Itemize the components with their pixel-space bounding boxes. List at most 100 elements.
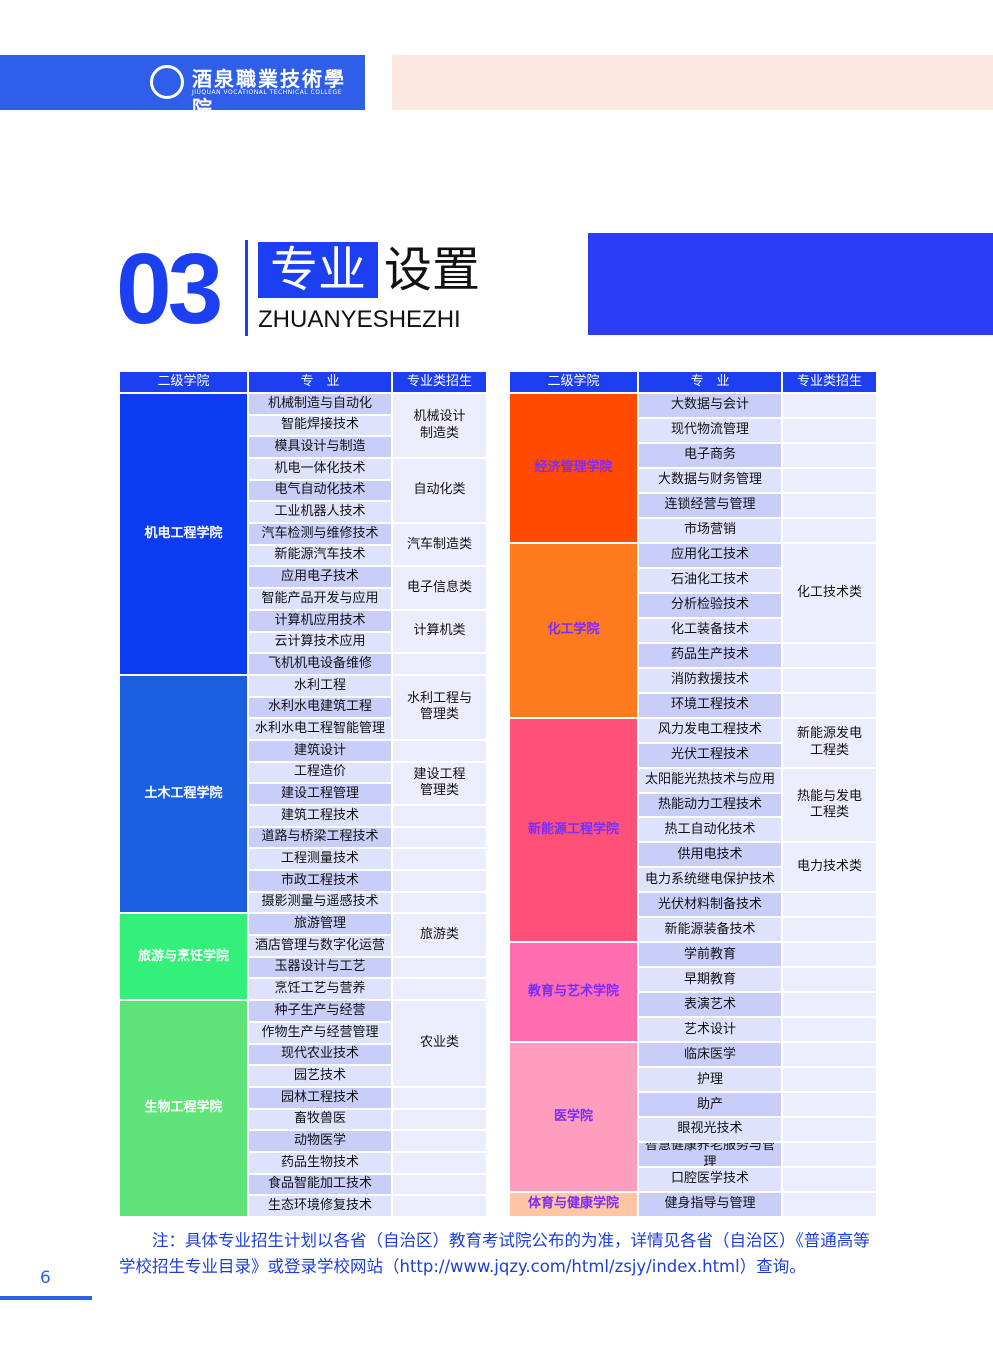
college-cell: 机电工程学院 xyxy=(119,393,248,675)
category-cell xyxy=(392,1108,487,1131)
category-cell xyxy=(392,739,487,762)
college-cell: 化工学院 xyxy=(509,542,638,718)
major-cell: 建筑工程技术 xyxy=(248,805,392,827)
major-cell: 计算机应用技术 xyxy=(248,609,392,632)
category-cell: 水利工程与 管理类 xyxy=(392,674,487,740)
category-cell xyxy=(782,642,877,668)
category-cell xyxy=(782,492,877,518)
major-cell: 酒店管理与数字化运营 xyxy=(248,935,392,957)
category-cell: 机械设计 制造类 xyxy=(392,393,487,459)
major-cell: 大数据与会计 xyxy=(638,393,782,418)
major-cell: 新能源汽车技术 xyxy=(248,544,392,567)
section-subtitle: ZHUANYESHEZHI xyxy=(258,306,461,333)
major-cell: 生态环境修复技术 xyxy=(248,1195,392,1217)
category-cell xyxy=(782,1067,877,1093)
major-cell: 畜牧兽医 xyxy=(248,1108,392,1131)
major-cell: 太阳能光热技术与应用 xyxy=(638,767,782,793)
category-cell xyxy=(392,1151,487,1174)
major-cell: 新能源装备技术 xyxy=(638,917,782,943)
major-cell: 化工装备技术 xyxy=(638,617,782,643)
category-cell xyxy=(782,942,877,968)
category-cell xyxy=(392,1173,487,1196)
table-header: 专 业 xyxy=(248,371,392,393)
major-cell: 电气自动化技术 xyxy=(248,479,392,502)
page-number: 6 xyxy=(40,1268,51,1288)
major-cell: 工程测量技术 xyxy=(248,848,392,871)
category-cell xyxy=(782,992,877,1018)
college-cell: 体育与健康学院 xyxy=(509,1192,638,1217)
major-cell: 助产 xyxy=(638,1092,782,1118)
category-cell: 建设工程 管理类 xyxy=(392,761,487,805)
category-cell xyxy=(782,667,877,693)
decor-block xyxy=(588,233,993,335)
major-cell: 表演艺术 xyxy=(638,992,782,1018)
major-cell: 光伏材料制备技术 xyxy=(638,892,782,918)
category-cell xyxy=(782,1117,877,1143)
major-cell: 水利工程 xyxy=(248,674,392,697)
major-cell: 烹饪工艺与营养 xyxy=(248,978,392,1001)
category-cell xyxy=(782,1167,877,1193)
category-cell xyxy=(782,467,877,493)
major-cell: 口腔医学技术 xyxy=(638,1167,782,1193)
major-cell: 水利水电建筑工程 xyxy=(248,696,392,719)
major-cell: 药品生物技术 xyxy=(248,1151,392,1174)
major-cell: 作物生产与经营管理 xyxy=(248,1021,392,1044)
major-cell: 种子生产与经营 xyxy=(248,1000,392,1022)
major-cell: 旅游管理 xyxy=(248,913,392,936)
major-cell: 摄影测量与遥感技术 xyxy=(248,891,392,914)
major-cell: 艺术设计 xyxy=(638,1017,782,1043)
major-cell: 工程造价 xyxy=(248,761,392,784)
category-cell xyxy=(782,393,877,418)
table-header: 二级学院 xyxy=(119,371,248,393)
section-number: 03 xyxy=(116,233,223,345)
category-cell xyxy=(392,870,487,892)
major-cell: 园林工程技术 xyxy=(248,1086,392,1109)
table-header: 专 业 xyxy=(638,371,782,393)
major-cell: 大数据与财务管理 xyxy=(638,467,782,493)
logo xyxy=(150,65,184,99)
major-cell: 分析检验技术 xyxy=(638,592,782,618)
note: 注：具体专业招生计划以各省（自治区）教育考试院公布的为准，详情见各省（自治区）《… xyxy=(119,1231,870,1276)
category-cell xyxy=(782,917,877,943)
category-cell: 新能源发电 工程类 xyxy=(782,717,877,768)
category-cell: 电子信息类 xyxy=(392,566,487,610)
category-cell xyxy=(392,1086,487,1109)
major-cell: 汽车检测与维修技术 xyxy=(248,523,392,545)
major-cell: 市场营销 xyxy=(638,517,782,543)
major-cell: 智慧健康养老服务与管理 xyxy=(638,1142,782,1168)
college-cell: 教育与艺术学院 xyxy=(509,942,638,1043)
category-cell xyxy=(782,442,877,468)
major-cell: 药品生产技术 xyxy=(638,642,782,668)
category-cell xyxy=(392,848,487,871)
major-cell: 护理 xyxy=(638,1067,782,1093)
college-cell: 新能源工程学院 xyxy=(509,717,638,943)
category-cell xyxy=(782,1192,877,1217)
major-cell: 连锁经营与管理 xyxy=(638,492,782,518)
major-cell: 光伏工程技术 xyxy=(638,742,782,768)
category-cell xyxy=(782,892,877,918)
major-cell: 现代农业技术 xyxy=(248,1043,392,1066)
major-cell: 智能产品开发与应用 xyxy=(248,588,392,610)
divider xyxy=(245,240,248,336)
category-cell xyxy=(782,517,877,543)
page-line xyxy=(0,1296,92,1300)
category-cell: 热能与发电 工程类 xyxy=(782,767,877,843)
category-cell xyxy=(782,967,877,993)
major-cell: 道路与桥梁工程技术 xyxy=(248,826,392,849)
table-header: 专业类招生 xyxy=(392,371,487,393)
category-cell: 自动化类 xyxy=(392,458,487,524)
section-title: 设置 xyxy=(384,242,481,298)
major-cell: 机电一体化技术 xyxy=(248,458,392,480)
major-cell: 飞机机电设备维修 xyxy=(248,653,392,675)
major-cell: 食品智能加工技术 xyxy=(248,1173,392,1196)
major-cell: 电子商务 xyxy=(638,442,782,468)
college-name: 酒泉職業技術學院 xyxy=(192,67,346,120)
major-cell: 热能动力工程技术 xyxy=(638,792,782,818)
category-cell xyxy=(392,1130,487,1152)
college-name-en: JIUQUAN VOCATIONAL TECHNICAL COLLEGE xyxy=(192,89,342,96)
college-cell: 旅游与烹饪学院 xyxy=(119,913,248,1001)
college-cell: 经济管理学院 xyxy=(509,393,638,543)
category-cell xyxy=(782,1092,877,1118)
major-cell: 机械制造与自动化 xyxy=(248,393,392,415)
major-cell: 动物医学 xyxy=(248,1130,392,1152)
